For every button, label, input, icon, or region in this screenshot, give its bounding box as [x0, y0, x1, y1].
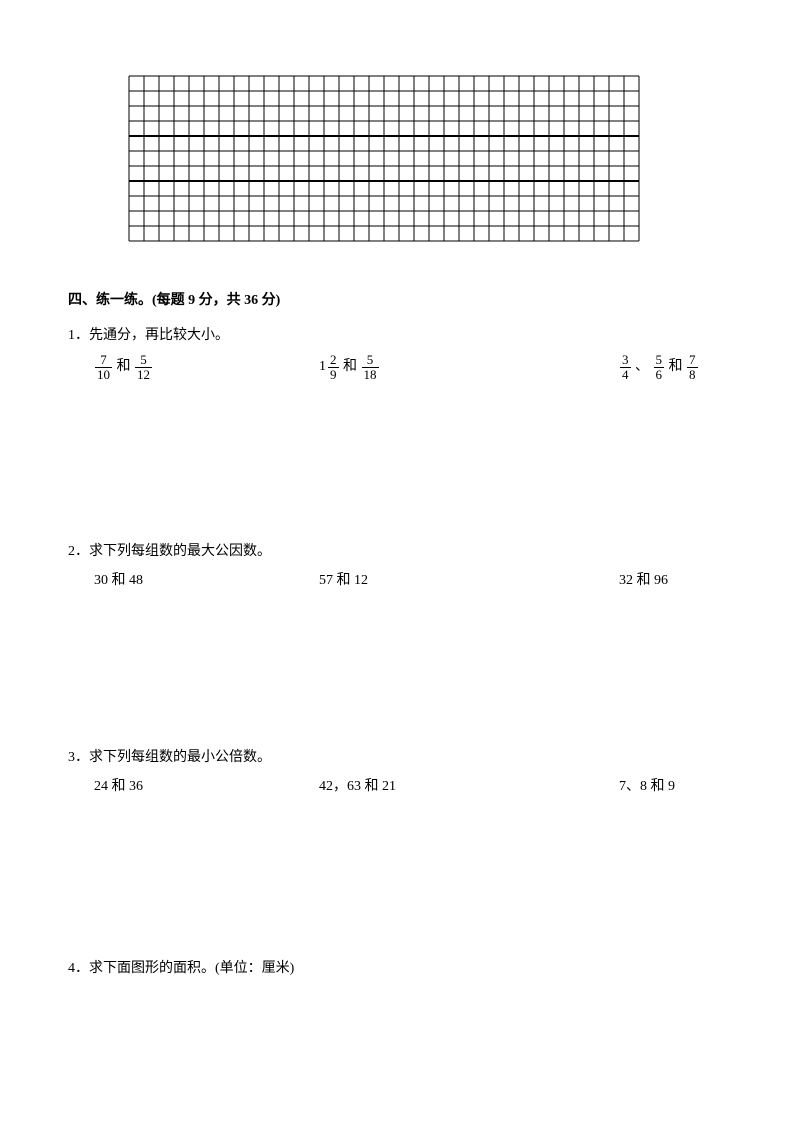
- denominator: 9: [328, 368, 339, 382]
- q1-items: 7 10 和 5 12 1 2 9 和 5 18: [68, 353, 725, 381]
- separator: 和: [669, 359, 683, 374]
- denominator: 12: [135, 368, 152, 382]
- grid-svg: [128, 75, 640, 242]
- mixed-number: 1 2 9: [319, 353, 340, 381]
- fraction: 3 4: [619, 353, 632, 381]
- q1-label: 1．先通分，再比较大小。: [68, 325, 725, 347]
- q3-item-b: 42，63 和 21: [319, 776, 619, 798]
- q3-label: 3．求下列每组数的最小公倍数。: [68, 747, 725, 769]
- q3-item-c: 7、8 和 9: [619, 776, 725, 798]
- numerator: 5: [362, 353, 379, 368]
- q2-items: 30 和 48 57 和 12 32 和 96: [68, 570, 725, 592]
- section-4-title: 四、练一练。(每题 9 分，共 36 分): [68, 290, 725, 312]
- q1-item-b: 1 2 9 和 5 18: [319, 353, 619, 381]
- fraction: 2 9: [327, 353, 340, 381]
- q1-item-c: 3 4 、 5 6 和 7 8: [619, 353, 725, 381]
- separator: 和: [343, 359, 357, 374]
- q2-item-a: 30 和 48: [94, 570, 319, 592]
- denominator: 4: [620, 368, 631, 382]
- denominator: 8: [687, 368, 698, 382]
- separator: 、: [635, 359, 649, 374]
- denominator: 18: [362, 368, 379, 382]
- numerator: 7: [95, 353, 112, 368]
- numerator: 2: [328, 353, 339, 368]
- q4-label: 4．求下面图形的面积。(单位：厘米): [68, 958, 725, 980]
- numerator: 5: [135, 353, 152, 368]
- whole-part: 1: [319, 356, 326, 378]
- q3-items: 24 和 36 42，63 和 21 7、8 和 9: [68, 776, 725, 798]
- q3-item-a: 24 和 36: [94, 776, 319, 798]
- denominator: 10: [95, 368, 112, 382]
- denominator: 6: [654, 368, 665, 382]
- numerator: 5: [654, 353, 665, 368]
- q2-item-b: 57 和 12: [319, 570, 619, 592]
- separator: 和: [117, 359, 131, 374]
- fraction: 7 10: [94, 353, 113, 381]
- q1-item-a: 7 10 和 5 12: [94, 353, 319, 381]
- fraction: 7 8: [686, 353, 699, 381]
- numerator: 7: [687, 353, 698, 368]
- q2-item-c: 32 和 96: [619, 570, 725, 592]
- fraction: 5 18: [361, 353, 380, 381]
- q2-label: 2．求下列每组数的最大公因数。: [68, 541, 725, 563]
- numerator: 3: [620, 353, 631, 368]
- fraction: 5 6: [653, 353, 666, 381]
- worksheet-page: 四、练一练。(每题 9 分，共 36 分) 1．先通分，再比较大小。 7 10 …: [0, 0, 793, 1046]
- grid-figure: [128, 75, 725, 250]
- fraction: 5 12: [134, 353, 153, 381]
